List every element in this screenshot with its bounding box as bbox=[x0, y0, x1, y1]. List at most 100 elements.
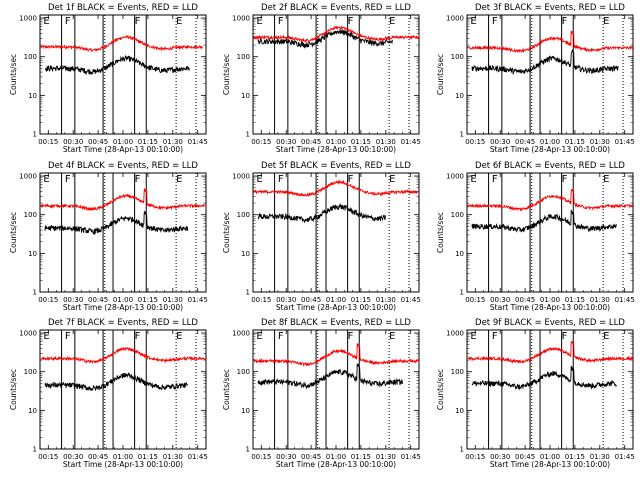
y-axis-label: Counts/sec bbox=[436, 54, 445, 95]
panel-det-9: Det 9f BLACK = Events, RED = LLD E F F E 00:1… bbox=[436, 318, 635, 469]
panel-title: Det 4f BLACK = Events, RED = LLD bbox=[48, 161, 198, 171]
y-tick-label: 1000 bbox=[446, 173, 464, 181]
x-tick-label: 01:15 bbox=[351, 138, 371, 146]
y-tick-label: 100 bbox=[24, 368, 37, 376]
x-tick-label: 01:15 bbox=[565, 296, 585, 304]
interval-marker: E bbox=[470, 331, 476, 342]
x-tick-label: 01:30 bbox=[376, 453, 396, 461]
y-tick-label: 10 bbox=[455, 92, 464, 100]
interval-marker: F bbox=[135, 16, 141, 27]
y-tick-label: 100 bbox=[451, 53, 464, 61]
lld-series-line bbox=[40, 346, 207, 365]
x-tick-label: 01:45 bbox=[401, 453, 421, 461]
lld-series-line bbox=[253, 25, 420, 44]
y-tick-label: 1 bbox=[246, 289, 250, 297]
x-tick-label: 01:30 bbox=[376, 296, 396, 304]
x-axis-label: Start Time (28-Apr-13 00:10:00) bbox=[490, 303, 610, 312]
y-tick-label: 1 bbox=[33, 289, 37, 297]
x-tick-label: 01:15 bbox=[138, 138, 158, 146]
x-tick-label: 00:45 bbox=[301, 453, 321, 461]
interval-marker: E bbox=[603, 174, 609, 185]
x-tick-label: 00:30 bbox=[63, 296, 83, 304]
x-tick-label: 01:00 bbox=[113, 296, 133, 304]
interval-marker: E bbox=[470, 16, 476, 27]
interval-marker: F bbox=[492, 331, 498, 342]
x-tick-label: 01:15 bbox=[351, 453, 371, 461]
y-tick-label: 1 bbox=[33, 446, 37, 454]
x-tick-label: 01:15 bbox=[351, 296, 371, 304]
x-tick-label: 00:30 bbox=[63, 138, 83, 146]
interval-marker: F bbox=[562, 174, 568, 185]
interval-marker: F bbox=[135, 174, 141, 185]
interval-marker: E bbox=[256, 174, 262, 185]
x-tick-label: 00:15 bbox=[465, 453, 485, 461]
y-tick-label: 1000 bbox=[19, 173, 37, 181]
panel-det-8: Det 8f BLACK = Events, RED = LLD E F F E 00:1… bbox=[222, 318, 421, 469]
interval-marker: F bbox=[562, 331, 568, 342]
panel-title: Det 6f BLACK = Events, RED = LLD bbox=[475, 161, 625, 171]
panel-title: Det 7f BLACK = Events, RED = LLD bbox=[48, 318, 198, 328]
lld-series-line bbox=[467, 340, 634, 365]
x-tick-label: 00:15 bbox=[38, 138, 58, 146]
x-tick-label: 01:45 bbox=[188, 296, 208, 304]
interval-marker: E bbox=[389, 16, 395, 27]
y-tick-label: 10 bbox=[241, 407, 250, 415]
x-tick-label: 01:45 bbox=[615, 138, 635, 146]
y-tick-label: 1000 bbox=[19, 330, 37, 338]
panel-det-2: Det 2f BLACK = Events, RED = LLD E F F E 00:1… bbox=[222, 3, 421, 154]
y-tick-label: 1 bbox=[246, 131, 250, 139]
events-series-line bbox=[44, 55, 190, 75]
panel-title: Det 2f BLACK = Events, RED = LLD bbox=[261, 3, 411, 13]
panel-det-4: Det 4f BLACK = Events, RED = LLD E F F E 00:1… bbox=[9, 161, 208, 312]
y-tick-label: 1 bbox=[460, 131, 464, 139]
interval-marker: F bbox=[278, 331, 284, 342]
interval-marker: E bbox=[43, 331, 49, 342]
y-tick-label: 1000 bbox=[19, 15, 37, 23]
interval-marker: E bbox=[603, 16, 609, 27]
y-axis-label: Counts/sec bbox=[222, 212, 231, 253]
y-tick-label: 1000 bbox=[232, 173, 250, 181]
y-tick-label: 100 bbox=[237, 53, 250, 61]
y-tick-label: 100 bbox=[24, 211, 37, 219]
interval-marker: E bbox=[470, 174, 476, 185]
interval-marker: F bbox=[492, 174, 498, 185]
x-tick-label: 00:45 bbox=[88, 453, 108, 461]
x-tick-label: 01:15 bbox=[565, 138, 585, 146]
events-series-line bbox=[257, 29, 393, 49]
interval-marker: E bbox=[389, 331, 395, 342]
events-series-line bbox=[471, 365, 617, 391]
events-series-line bbox=[471, 209, 617, 233]
x-tick-label: 00:15 bbox=[38, 296, 58, 304]
events-series-line bbox=[44, 210, 189, 236]
x-axis-label: Start Time (28-Apr-13 00:10:00) bbox=[276, 145, 396, 154]
y-tick-label: 1 bbox=[33, 131, 37, 139]
interval-marker: E bbox=[389, 174, 395, 185]
x-tick-label: 01:15 bbox=[138, 453, 158, 461]
interval-marker: F bbox=[135, 331, 141, 342]
x-tick-label: 01:15 bbox=[138, 296, 158, 304]
interval-marker: F bbox=[348, 174, 354, 185]
x-tick-label: 01:00 bbox=[540, 138, 560, 146]
x-tick-label: 01:30 bbox=[590, 296, 610, 304]
x-tick-label: 00:45 bbox=[515, 138, 535, 146]
x-tick-label: 01:30 bbox=[163, 296, 183, 304]
x-tick-label: 00:45 bbox=[88, 138, 108, 146]
y-axis-label: Counts/sec bbox=[436, 369, 445, 410]
interval-marker: E bbox=[176, 174, 182, 185]
y-tick-label: 1000 bbox=[232, 330, 250, 338]
events-series-line bbox=[257, 203, 386, 223]
y-tick-label: 100 bbox=[24, 53, 37, 61]
plot-frame bbox=[466, 14, 634, 135]
y-axis-label: Counts/sec bbox=[9, 54, 18, 95]
interval-marker: E bbox=[256, 331, 262, 342]
x-tick-label: 01:45 bbox=[401, 296, 421, 304]
panel-title: Det 1f BLACK = Events, RED = LLD bbox=[48, 3, 198, 13]
plot-frame bbox=[39, 172, 207, 293]
panel-det-6: Det 6f BLACK = Events, RED = LLD E F F E 00:1… bbox=[436, 161, 635, 312]
y-axis-label: Counts/sec bbox=[222, 369, 231, 410]
interval-marker: F bbox=[492, 16, 498, 27]
x-axis-label: Start Time (28-Apr-13 00:10:00) bbox=[276, 460, 396, 469]
interval-marker: F bbox=[278, 174, 284, 185]
y-tick-label: 1 bbox=[460, 446, 464, 454]
y-tick-label: 1 bbox=[460, 289, 464, 297]
